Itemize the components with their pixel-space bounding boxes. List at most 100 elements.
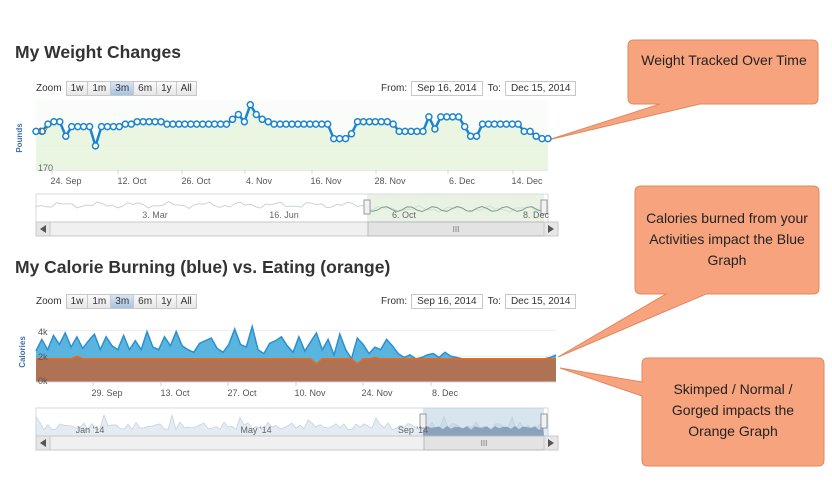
weight-point (109, 122, 118, 131)
weight-area (36, 104, 548, 170)
weight-point (448, 113, 457, 121)
weight-point (329, 134, 338, 143)
weight-y-axis-label: Pounds (15, 123, 24, 153)
weight-point (228, 115, 237, 124)
calorie-x-tick-label: 24. Nov (361, 388, 393, 398)
weight-point (389, 120, 397, 128)
weight-point (258, 115, 266, 124)
weight-point (377, 117, 386, 126)
weight-zoom-1y-button[interactable]: 1y (156, 80, 177, 96)
calorie-nav-label: Sep '14 (398, 425, 428, 435)
weight-point (56, 117, 64, 126)
weight-navigator[interactable]: 3. Mar 16. Jun 6. Oct 8. Dec III (35, 193, 559, 237)
callout-eaten-text: Skimped / Normal / Gorged impacts the Or… (671, 381, 795, 439)
weight-point (67, 122, 76, 131)
calorie-to-label: To: (487, 295, 501, 307)
weight-point (38, 127, 46, 136)
weight-point (490, 120, 499, 128)
weight-point (347, 130, 356, 138)
calorie-to-input[interactable]: Dec 15, 2014 (504, 293, 577, 309)
calorie-nav-label: Jan '14 (76, 425, 105, 435)
weight-point (526, 127, 534, 136)
weight-point (240, 117, 249, 126)
calorie-y-tick: 0k (38, 376, 48, 386)
calorie-navigator[interactable]: Jan '14 May '14 Sep '14 III (35, 407, 559, 451)
weight-point (79, 122, 88, 131)
weight-point (252, 110, 261, 119)
weight-x-tick-label: 24. Sep (50, 176, 81, 186)
weight-point (163, 120, 171, 128)
weight-nav-label: 3. Mar (142, 210, 168, 220)
weight-x-tick-label: 26. Oct (181, 176, 211, 186)
weight-point (169, 120, 177, 128)
weight-point (97, 122, 106, 131)
weight-nav-selected-line (366, 205, 543, 213)
calorie-zoom-3m-button[interactable]: 3m (110, 293, 135, 309)
weight-point (318, 120, 326, 128)
calorie-x-tick-label: 8. Dec (432, 388, 459, 398)
arrow-right-icon (548, 439, 554, 447)
weight-point (145, 117, 153, 126)
weight-y-tick: 17 (38, 126, 48, 136)
weight-point (508, 120, 517, 128)
weight-point (50, 117, 58, 126)
calorie-y-tick: 4k (38, 327, 48, 337)
callout-eaten (559, 357, 825, 467)
weight-point (282, 120, 290, 128)
weight-point (454, 113, 463, 121)
calorie-date-range: From: Sep 16, 2014 To: Dec 15, 2014 (381, 293, 581, 309)
weight-point (300, 120, 308, 128)
weight-point (401, 127, 409, 136)
weight-point (62, 132, 70, 140)
weight-zoom-6m-button[interactable]: 6m (133, 80, 158, 96)
weight-point (353, 117, 362, 126)
weight-point (175, 120, 183, 128)
weight-point (312, 120, 320, 128)
weight-point (187, 120, 195, 128)
weight-point (419, 127, 427, 136)
weight-point (532, 132, 540, 140)
weight-zoom-1m-button[interactable]: 1m (87, 80, 112, 96)
calorie-y-tick: 2k (38, 352, 48, 362)
arrow-left-icon (40, 225, 46, 233)
calorie-zoom-all-button[interactable]: All (175, 293, 197, 309)
weight-point (139, 117, 147, 126)
weight-nav-label: 6. Oct (392, 210, 417, 220)
calorie-chart-title: My Calorie Burning (blue) vs. Eating (or… (15, 257, 391, 277)
weight-point (133, 117, 141, 126)
calorie-nav-left-handle[interactable] (419, 413, 427, 429)
weight-nav-right-handle[interactable] (540, 199, 548, 215)
weight-point (443, 113, 451, 121)
weight-point (288, 120, 296, 128)
calorie-nav-right-handle[interactable] (540, 413, 548, 429)
weight-nav-label: 8. Dec (523, 210, 550, 220)
weight-point (514, 120, 522, 128)
weight-point (181, 120, 189, 128)
callout-burned-text: Calories burned from your Activities imp… (646, 210, 808, 268)
weight-zoom-all-button[interactable]: All (175, 80, 197, 96)
calorie-from-input[interactable]: Sep 16, 2014 (411, 293, 483, 309)
arrow-right-icon (548, 225, 554, 233)
weight-nav-left-handle[interactable] (363, 199, 371, 215)
weight-date-range: From: Sep 16, 2014 To: Dec 15, 2014 (381, 80, 581, 96)
weight-point (73, 122, 82, 131)
weight-zoom-controls: Zoom 1w 1m 3m 6m 1y All (36, 80, 197, 96)
weight-from-input[interactable]: Sep 16, 2014 (411, 80, 483, 96)
weight-point (431, 125, 439, 133)
weight-point (198, 120, 207, 128)
weight-point (151, 117, 159, 126)
weight-point (413, 127, 421, 136)
weight-point (341, 134, 350, 143)
weight-point (115, 122, 124, 131)
weight-point (192, 120, 201, 128)
weight-nav-label: 16. Jun (269, 210, 299, 220)
weight-point (335, 134, 344, 143)
weight-x-tick-label: 28. Nov (374, 176, 406, 186)
weight-point (544, 134, 552, 143)
arrow-left-icon (40, 439, 46, 447)
calorie-nav-selected-area (423, 426, 544, 436)
weight-point (91, 142, 100, 150)
weight-zoom-1w-button[interactable]: 1w (65, 80, 89, 96)
weight-x-tick-label: 16. Nov (310, 176, 342, 186)
weight-to-input[interactable]: Dec 15, 2014 (504, 80, 577, 96)
